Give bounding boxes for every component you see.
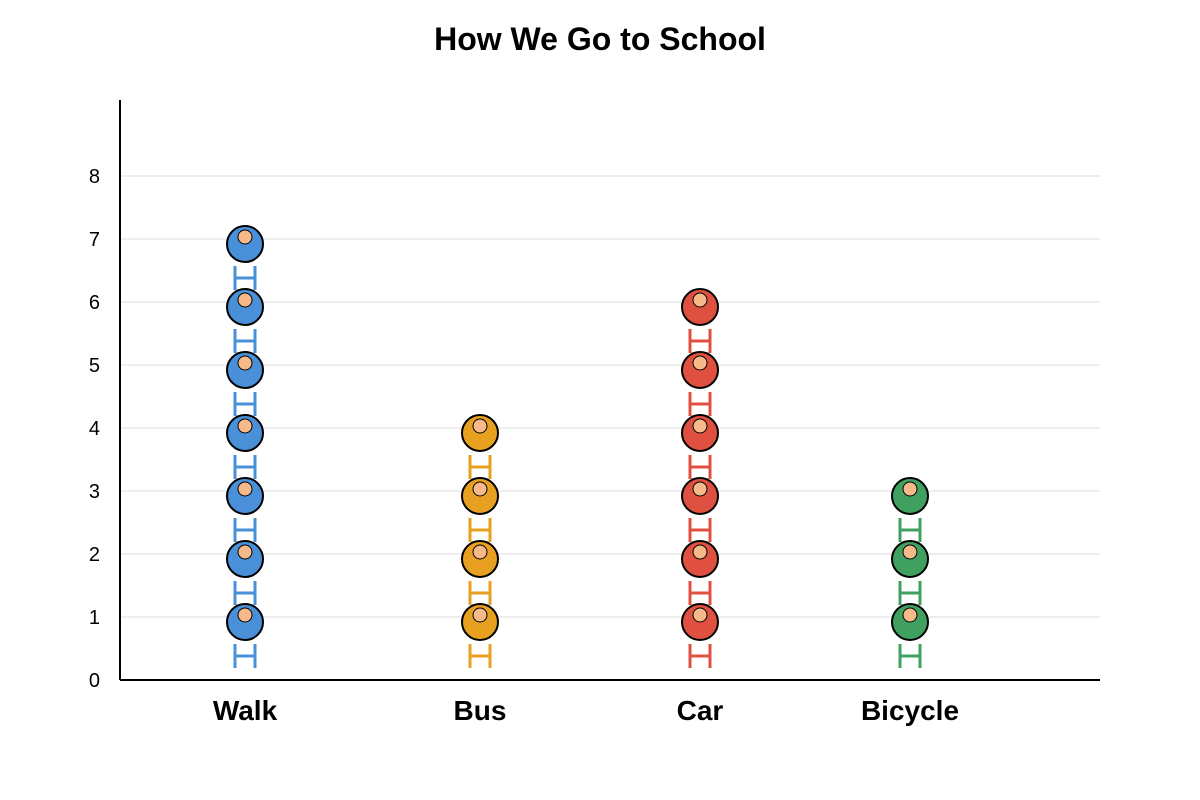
pictograph-column xyxy=(461,414,499,668)
y-tick-label: 6 xyxy=(89,292,100,314)
person-icon xyxy=(681,540,719,605)
person-icon xyxy=(226,603,264,668)
x-category-label: Car xyxy=(677,695,724,726)
person-icon xyxy=(461,603,499,668)
y-tick-label: 1 xyxy=(89,607,100,629)
person-icon xyxy=(226,477,264,542)
person-icon xyxy=(681,351,719,416)
x-category-label: Bus xyxy=(454,695,507,726)
pictograph-column xyxy=(226,225,264,668)
person-icon xyxy=(226,351,264,416)
person-icon xyxy=(226,540,264,605)
person-icon xyxy=(681,477,719,542)
person-icon xyxy=(461,477,499,542)
y-tick-label: 0 xyxy=(89,670,100,692)
x-category-label: Walk xyxy=(213,695,278,726)
person-icon xyxy=(681,603,719,668)
grid-lines xyxy=(120,175,1100,618)
person-icon xyxy=(461,540,499,605)
y-tick-label: 5 xyxy=(89,355,100,377)
pictograph-column xyxy=(681,288,719,668)
person-icon xyxy=(681,414,719,479)
person-icon xyxy=(226,288,264,353)
y-tick-label: 7 xyxy=(89,229,100,251)
person-icon xyxy=(891,477,929,542)
y-tick-label: 3 xyxy=(89,481,100,503)
person-icon xyxy=(681,288,719,353)
person-icon xyxy=(891,603,929,668)
y-axis-ticks: 0 1 2 3 4 5 6 7 8 xyxy=(89,166,100,692)
person-icon xyxy=(891,540,929,605)
person-icon xyxy=(226,225,264,290)
y-tick-label: 4 xyxy=(89,418,100,440)
person-icon xyxy=(461,414,499,479)
chart-title: How We Go to School xyxy=(434,21,766,57)
x-category-label: Bicycle xyxy=(861,695,959,726)
pictograph-icons xyxy=(226,225,929,668)
y-tick-label: 8 xyxy=(89,166,100,188)
pictograph-column xyxy=(891,477,929,668)
category-labels: Walk Bus Car Bicycle xyxy=(213,695,959,726)
y-tick-label: 2 xyxy=(89,544,100,566)
person-icon xyxy=(226,414,264,479)
